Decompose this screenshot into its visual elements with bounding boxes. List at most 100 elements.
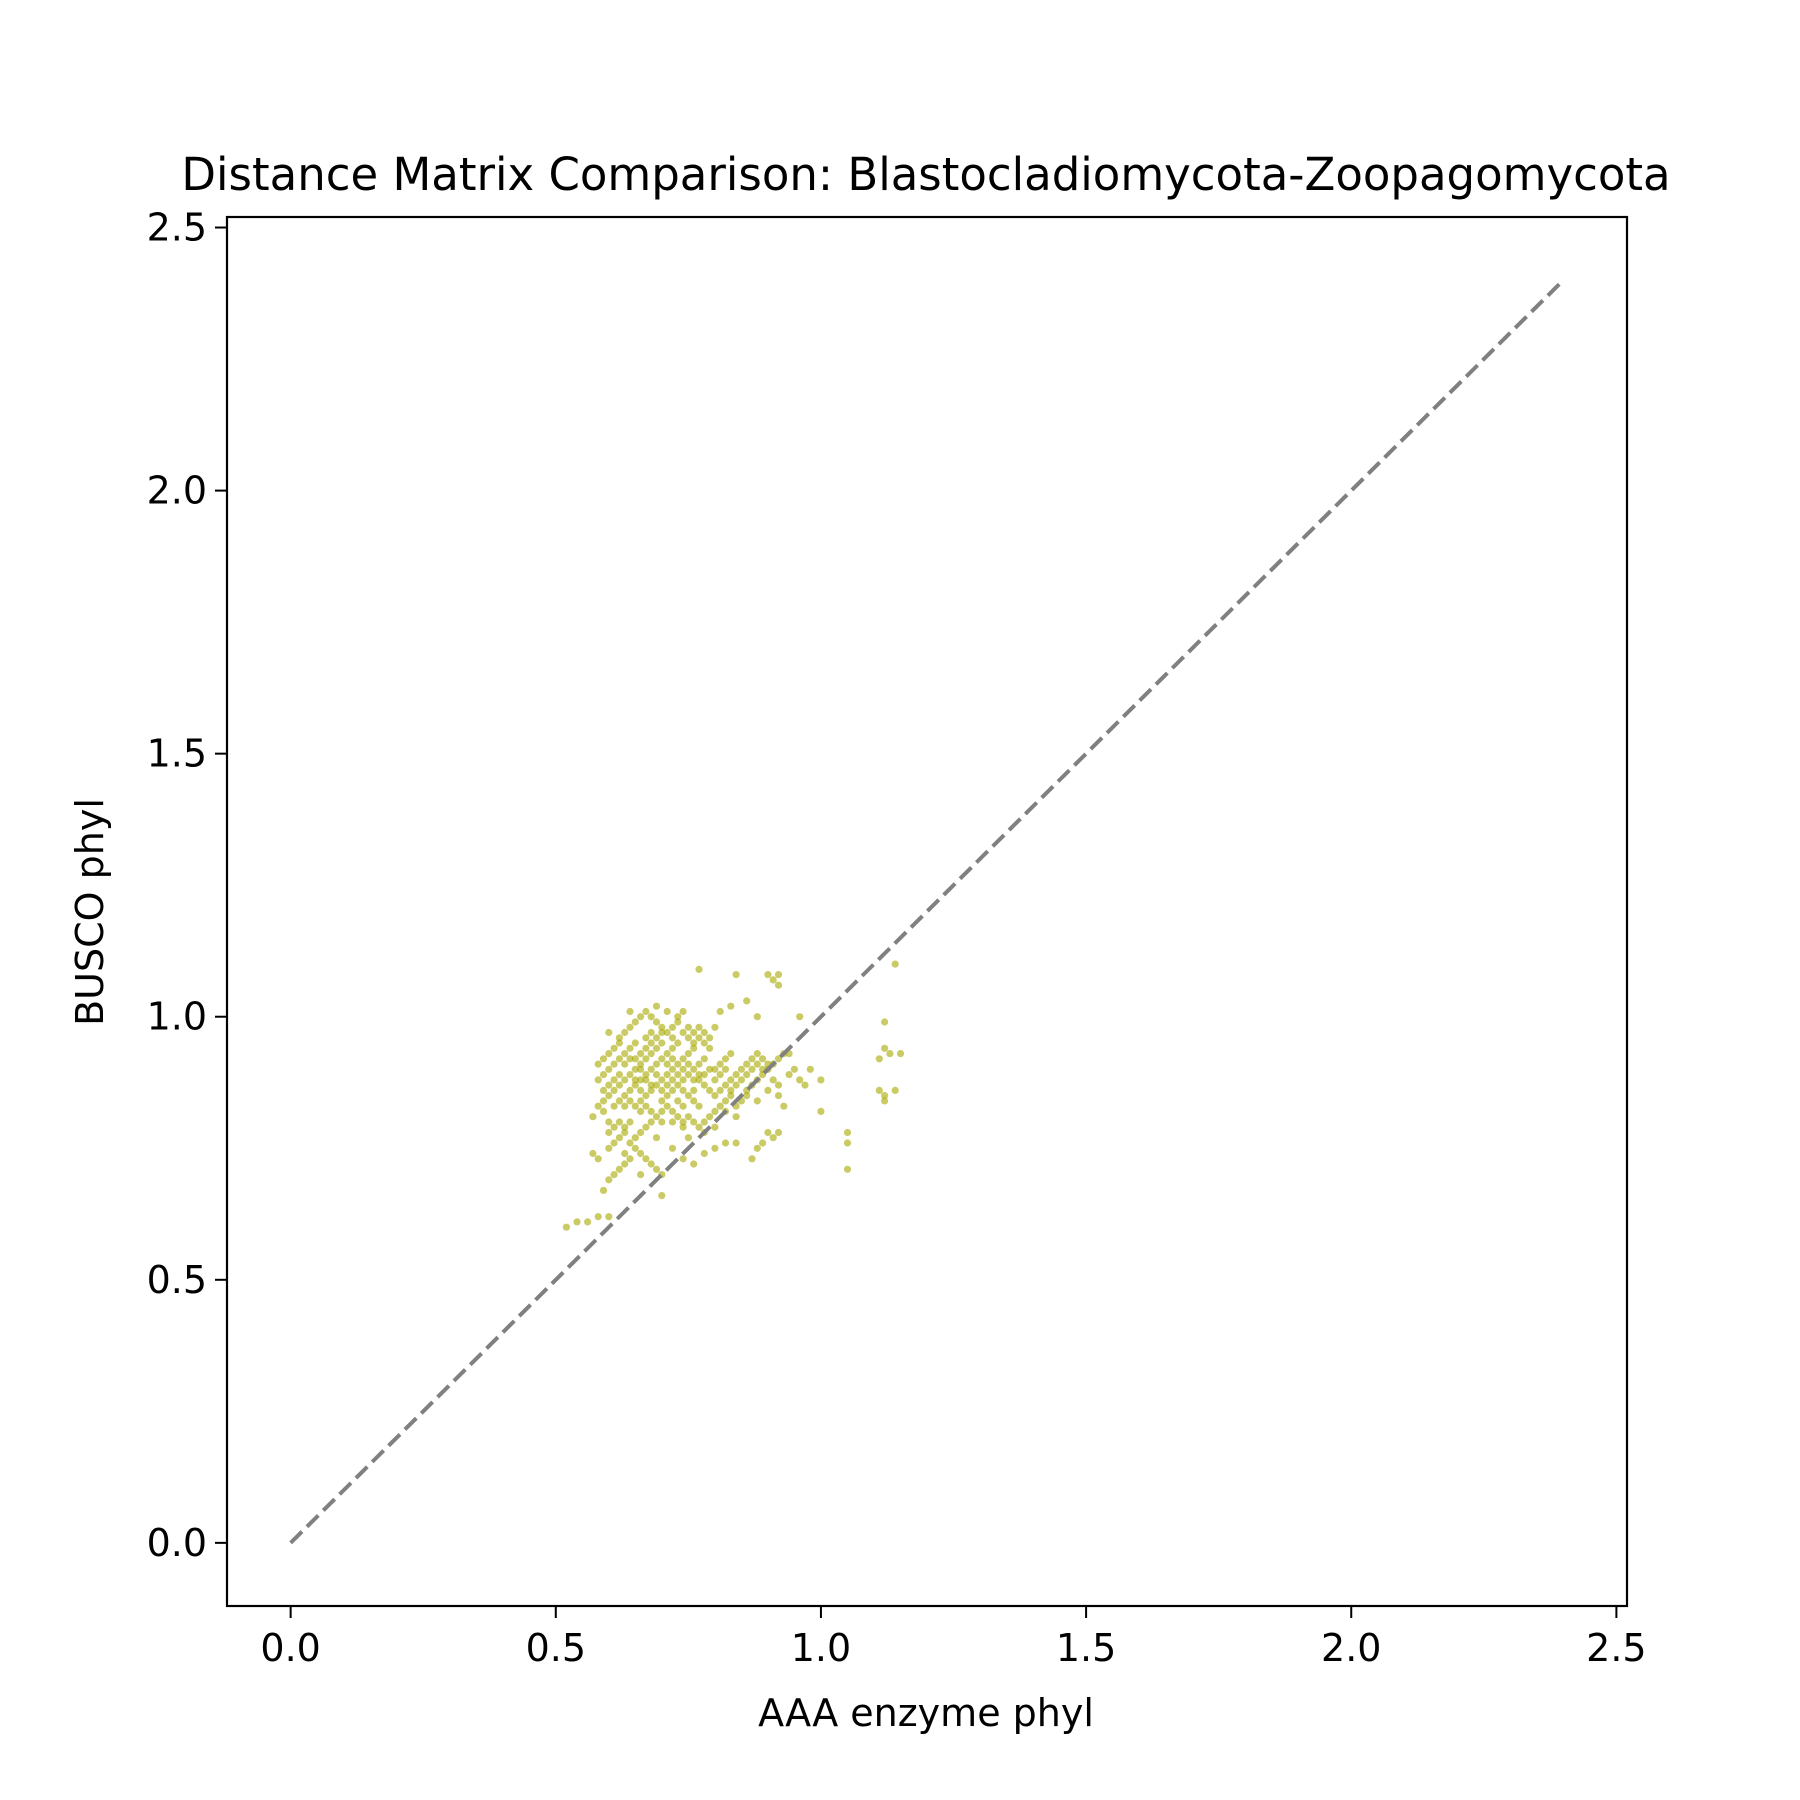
data-point [605, 1050, 613, 1058]
data-point [748, 1155, 756, 1163]
data-point [679, 1118, 687, 1126]
data-point [626, 1139, 634, 1147]
data-point [711, 1023, 719, 1031]
data-point [721, 1139, 730, 1147]
data-point [637, 1086, 645, 1094]
data-point [690, 1039, 698, 1047]
data-point [599, 1071, 608, 1079]
data-point [647, 1118, 655, 1126]
y-tick-label: 1.5 [147, 732, 207, 776]
data-point [637, 1171, 645, 1179]
data-point [759, 1139, 767, 1147]
data-point [663, 1081, 671, 1089]
data-point [663, 1028, 671, 1037]
data-point [668, 1118, 677, 1126]
data-point [621, 1028, 629, 1037]
data-point [711, 1092, 719, 1100]
data-point [684, 1134, 693, 1142]
data-point [637, 1060, 645, 1068]
data-point [599, 1086, 608, 1094]
data-point [668, 1055, 677, 1063]
data-point [647, 1086, 655, 1094]
data-point [668, 1144, 677, 1152]
data-point [599, 1186, 608, 1194]
data-point [626, 1023, 634, 1031]
data-point [621, 1076, 629, 1084]
data-point [637, 1065, 645, 1073]
data-point [610, 1086, 618, 1094]
data-point [690, 1097, 698, 1105]
data-point [716, 1007, 724, 1016]
data-point [663, 1071, 671, 1079]
data-point [652, 1002, 661, 1010]
data-point [610, 1139, 618, 1147]
data-point [599, 1055, 608, 1063]
data-point [881, 1097, 889, 1105]
data-point [759, 1055, 767, 1063]
data-point [806, 1065, 814, 1073]
data-point [658, 1055, 666, 1063]
data-point [621, 1160, 629, 1168]
data-point [737, 1065, 746, 1073]
data-point [732, 1139, 740, 1147]
data-point [610, 1044, 618, 1052]
data-point [732, 971, 740, 979]
data-point [796, 1013, 804, 1021]
data-point [615, 1118, 624, 1126]
data-point [573, 1218, 581, 1226]
data-point [796, 1076, 804, 1084]
data-point [610, 1076, 618, 1084]
data-point [647, 1013, 655, 1021]
data-point [700, 1055, 708, 1063]
data-point [594, 1213, 602, 1221]
data-point [663, 1102, 671, 1110]
data-point [674, 1013, 682, 1021]
data-point [700, 1028, 708, 1037]
data-point [684, 1060, 693, 1068]
data-point [621, 1060, 629, 1068]
x-tick-label: 1.5 [1056, 1626, 1116, 1670]
data-point [764, 971, 772, 979]
data-point [891, 1086, 899, 1094]
data-point [647, 1081, 655, 1089]
data-point [642, 1102, 650, 1110]
data-point [753, 1050, 761, 1058]
data-point [652, 1081, 661, 1089]
data-point [589, 1149, 597, 1158]
data-point [652, 1060, 661, 1068]
data-point [626, 1097, 634, 1105]
data-point [668, 1107, 677, 1115]
data-point [631, 1018, 639, 1026]
data-point [631, 1081, 639, 1089]
data-point [615, 1165, 624, 1173]
data-point [637, 1149, 645, 1158]
data-point [605, 1176, 613, 1184]
data-point [695, 965, 703, 974]
data-point [790, 1065, 799, 1073]
data-point [690, 1160, 698, 1168]
data-point [562, 1223, 571, 1231]
y-tick-label: 2.5 [147, 206, 207, 250]
data-point [700, 1071, 708, 1079]
data-point [605, 1028, 613, 1037]
data-point [626, 1086, 634, 1094]
data-point [700, 1039, 708, 1047]
data-point [690, 1118, 698, 1126]
data-point [721, 1097, 730, 1105]
data-point [615, 1134, 624, 1142]
data-point [652, 1071, 661, 1079]
data-point [658, 1118, 666, 1126]
data-point [637, 1107, 645, 1115]
data-point [706, 1044, 714, 1052]
data-point [706, 1113, 714, 1121]
data-point [700, 1081, 708, 1089]
data-point [584, 1218, 592, 1226]
data-point [626, 1044, 634, 1052]
data-point [679, 1076, 687, 1084]
y-axis-label: BUSCO phyl [68, 798, 112, 1026]
data-point [610, 1102, 618, 1110]
data-point [690, 1065, 698, 1073]
data-point [594, 1102, 602, 1110]
plot-area-frame [225, 215, 1629, 1608]
data-point [684, 1113, 693, 1121]
